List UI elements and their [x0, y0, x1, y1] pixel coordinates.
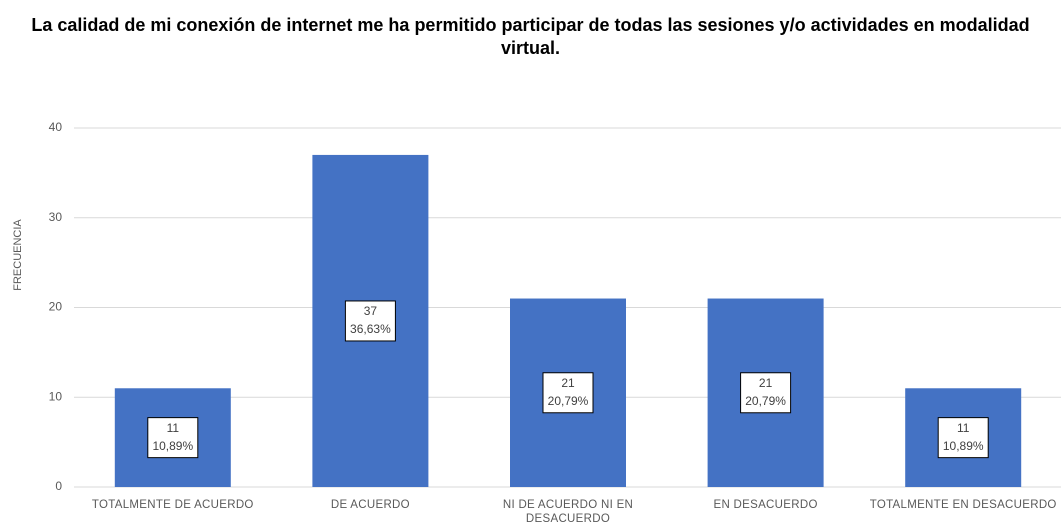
data-label: 11 [167, 421, 180, 435]
x-tick-label: TOTALMENTE EN DESACUERDO [869, 499, 1057, 511]
data-label: 11 [957, 421, 970, 435]
y-axis-label: FRECUENCIA [12, 219, 24, 291]
y-tick-label: 20 [49, 300, 63, 314]
y-tick-label: 40 [49, 120, 63, 134]
y-tick-label: 10 [49, 389, 63, 403]
chart-title: La calidad de mi conexión de internet me… [31, 15, 1030, 58]
percent-label: 20,79% [745, 394, 786, 408]
data-label-box [147, 417, 199, 459]
data-label: 21 [759, 376, 773, 390]
x-tick-label: TOTALMENTE DE ACUERDO [91, 499, 254, 511]
y-tick-label: 30 [49, 210, 63, 224]
x-tick-label: EN DESACUERDO [713, 499, 818, 511]
percent-label: 10,89% [943, 439, 984, 453]
x-tick-label: NI DE ACUERDO NI EN DESACUERDO [502, 499, 634, 525]
percent-label: 36,63% [350, 322, 391, 336]
percent-label: 10,89% [152, 439, 193, 453]
data-label-box [740, 372, 792, 414]
data-label-box [937, 417, 989, 459]
data-label-box [542, 372, 594, 414]
data-label: 21 [561, 376, 575, 390]
y-tick-label: 0 [55, 479, 62, 493]
x-tick-label: DE ACUERDO [330, 499, 410, 511]
data-label: 37 [364, 304, 378, 318]
percent-label: 20,79% [548, 394, 589, 408]
data-label-box [344, 300, 396, 342]
